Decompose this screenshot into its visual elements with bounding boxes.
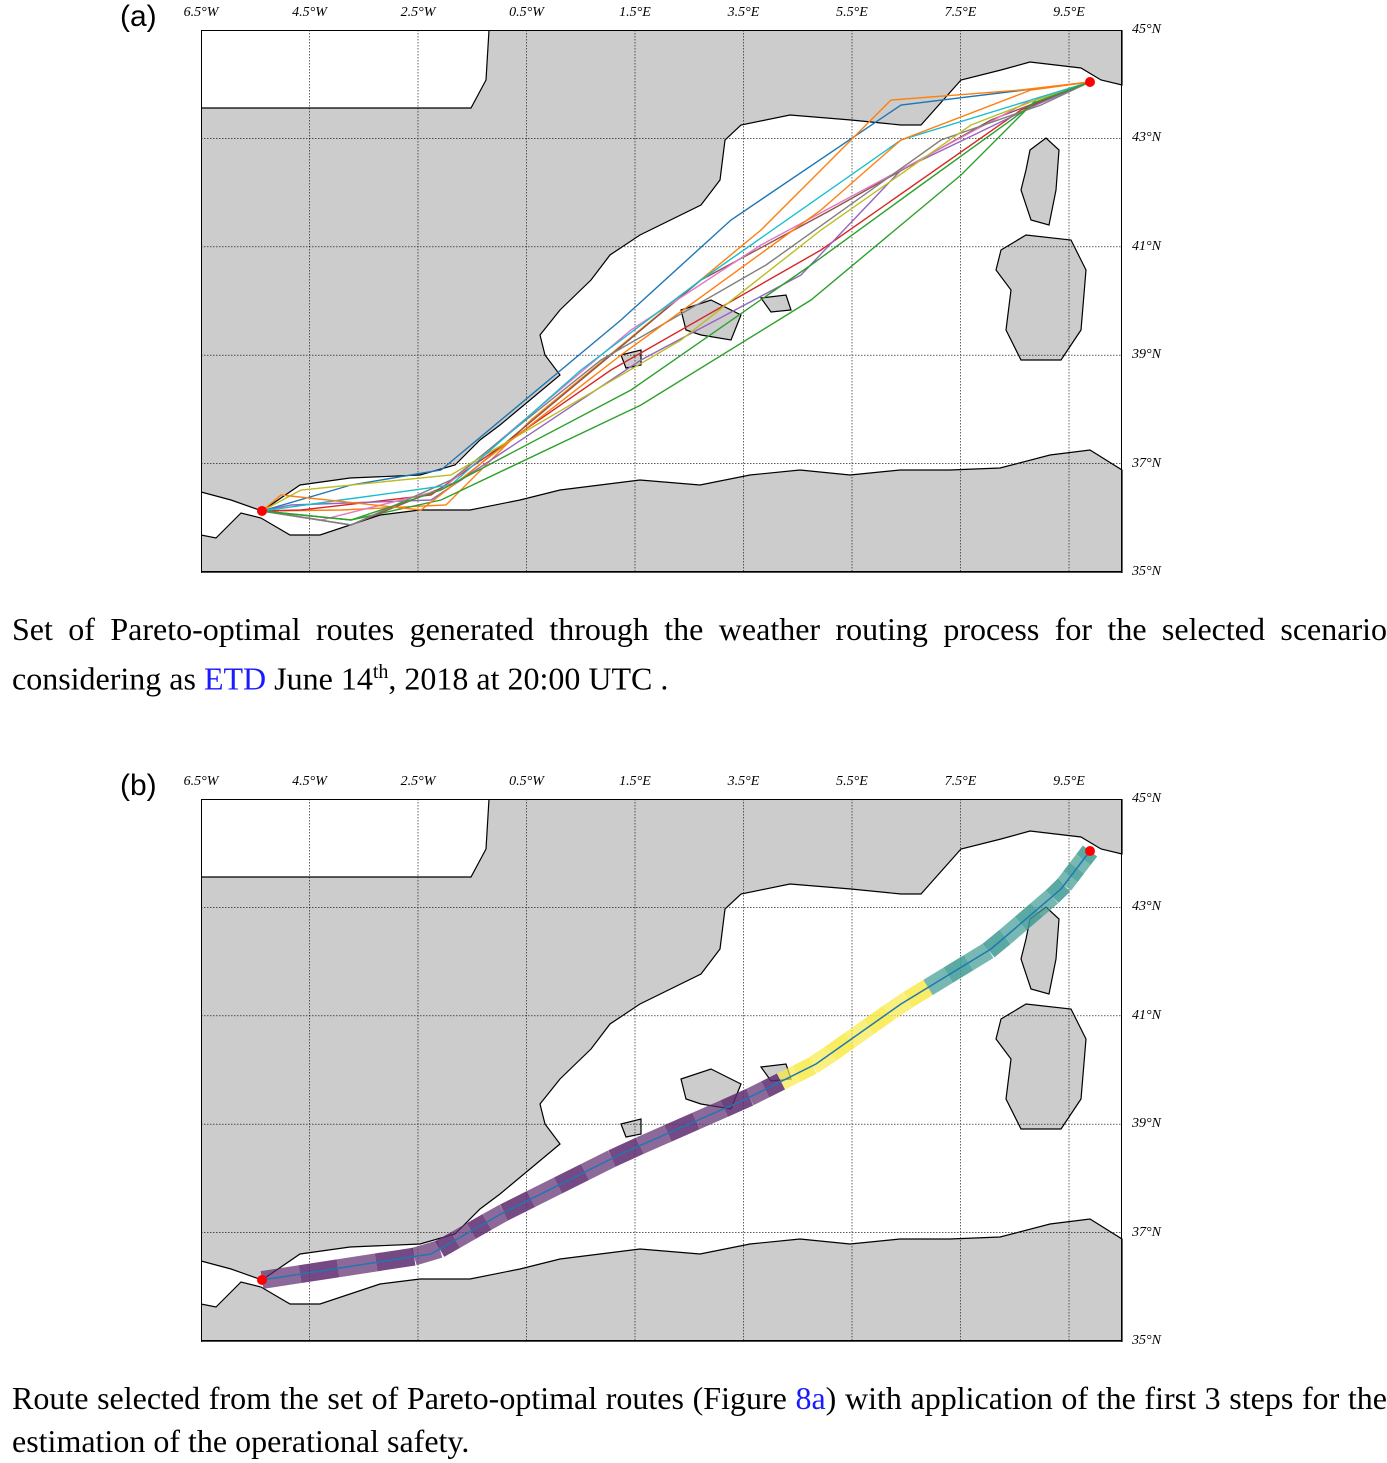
- island: [1020, 906, 1060, 995]
- map-a: [201, 30, 1123, 573]
- selected-route-line: [261, 850, 1091, 1281]
- port-marker: [257, 1275, 267, 1285]
- port-marker: [1085, 77, 1095, 87]
- route-line: [261, 81, 1091, 512]
- lat-tick: 39°N: [1132, 347, 1161, 363]
- port-marker: [257, 506, 267, 516]
- lon-tick: 4.5°W: [292, 774, 327, 789]
- lat-tick: 37°N: [1132, 455, 1161, 471]
- port-marker: [1085, 846, 1095, 856]
- map-frame: [201, 30, 1122, 572]
- lon-tick: 9.5°E: [1053, 774, 1085, 789]
- lon-tick: 0.5°W: [509, 774, 544, 789]
- lon-tick: 6.5°W: [183, 774, 219, 789]
- land-europe: [201, 30, 1123, 512]
- lon-tick: 5.5°E: [836, 5, 868, 20]
- lat-tick: 41°N: [1132, 238, 1161, 254]
- island: [620, 1118, 642, 1138]
- lon-tick: 3.5°E: [727, 5, 760, 20]
- land-europe: [201, 799, 1123, 1281]
- lat-tick: 43°N: [1132, 899, 1161, 915]
- caption-b: Route selected from the set of Pareto-op…: [12, 1380, 1387, 1459]
- panel-b: (b) 6.5°W 4.5°W 2.5°W 0.5°W 1.5°E 3.5°E 5.5°E 7…: [0, 769, 1387, 1369]
- land-africa: [201, 449, 1123, 573]
- lon-tick: 1.5°E: [619, 774, 651, 789]
- lat-tick: 39°N: [1132, 1116, 1161, 1132]
- panel-a: (a) 6.5°W 4.5°W 2.5°W 0.5°W 1.5°E 3.5°E 5.5°E 7…: [0, 0, 1387, 600]
- lon-tick: 2.5°W: [400, 5, 436, 20]
- island: [995, 234, 1087, 361]
- lon-tick: 7.5°E: [944, 774, 977, 789]
- caption-a: Set of Pareto-optimal routes generated t…: [12, 611, 1387, 697]
- lat-tick: 35°N: [1132, 1333, 1161, 1348]
- lon-tick: 1.5°E: [619, 5, 651, 20]
- lon-tick: 6.5°W: [183, 5, 219, 20]
- lat-tick: 35°N: [1132, 564, 1161, 579]
- island: [1020, 137, 1060, 226]
- map-b: [201, 799, 1123, 1342]
- route-line: [261, 81, 1091, 521]
- lon-tick: 9.5°E: [1053, 5, 1085, 20]
- lon-tick: 5.5°E: [836, 774, 868, 789]
- route-line: [261, 81, 1091, 512]
- lon-tick: 0.5°W: [509, 5, 544, 20]
- lat-tick: 37°N: [1132, 1224, 1161, 1240]
- route-line: [261, 81, 1091, 512]
- figure-link[interactable]: 8a: [795, 1380, 826, 1416]
- lat-tick: 45°N: [1132, 22, 1161, 37]
- etd-link[interactable]: ETD: [203, 660, 267, 697]
- panel-label: (a): [120, 0, 157, 33]
- lon-tick: 2.5°W: [400, 774, 436, 789]
- island: [759, 294, 792, 313]
- lat-tick: 45°N: [1132, 791, 1161, 806]
- map-frame: [201, 799, 1122, 1341]
- lon-tick: 7.5°E: [944, 5, 977, 20]
- panel-label: (b): [120, 769, 157, 802]
- route-line: [261, 81, 1091, 512]
- island: [995, 1003, 1087, 1130]
- lat-tick: 43°N: [1132, 130, 1161, 146]
- land-africa: [201, 1218, 1123, 1342]
- lon-tick: 4.5°W: [292, 5, 327, 20]
- lon-tick: 3.5°E: [727, 774, 760, 789]
- lat-tick: 41°N: [1132, 1007, 1161, 1023]
- route-line: [261, 81, 1091, 521]
